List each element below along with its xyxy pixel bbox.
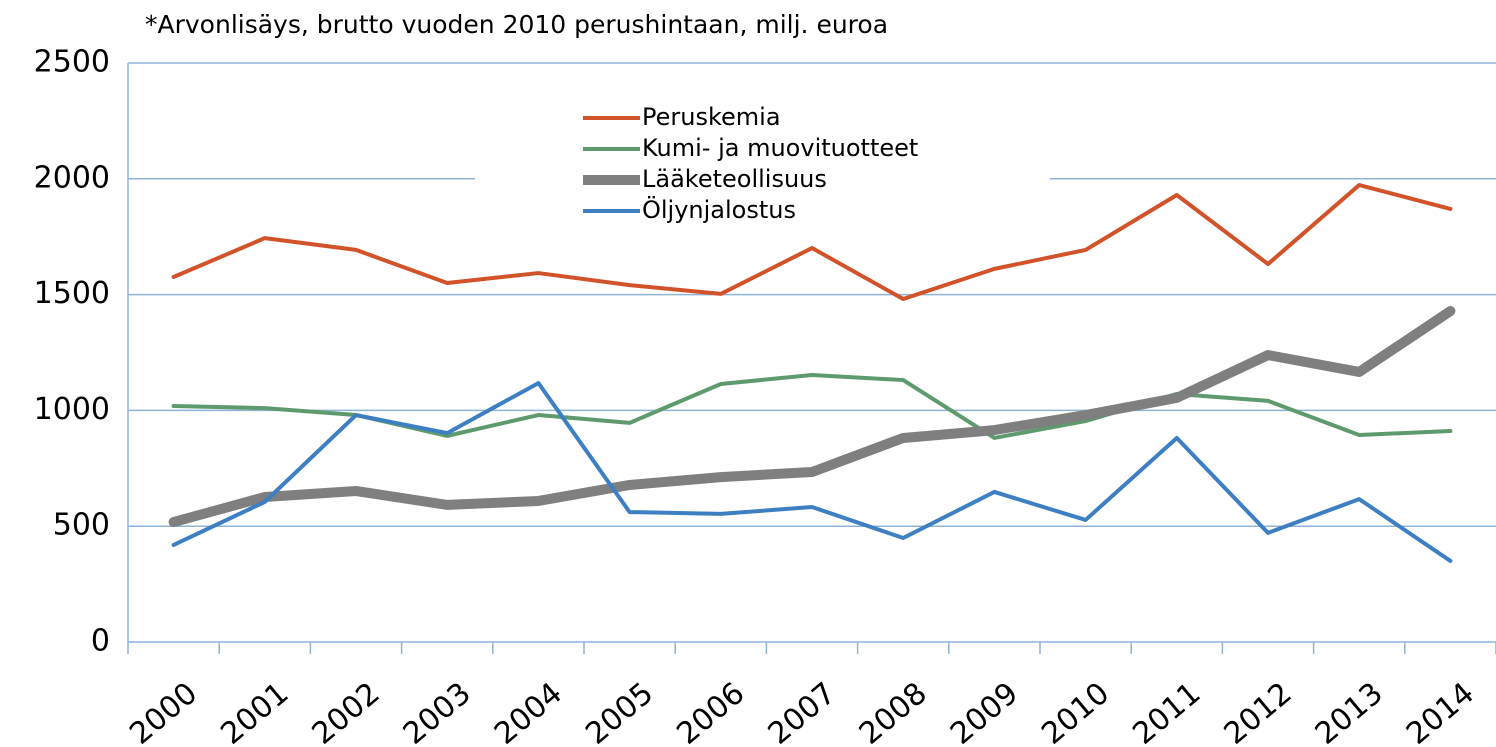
y-tick-label: 1500	[34, 276, 110, 311]
x-tick-label: 2004	[488, 676, 569, 747]
legend-label: Lääketeollisuus	[642, 165, 827, 193]
y-tick-label: 2500	[34, 45, 110, 80]
line-series	[171, 381, 1453, 563]
y-tick-label: 1000	[34, 392, 110, 427]
chart-title: *Arvonlisäys, brutto vuoden 2010 perushi…	[145, 10, 888, 39]
x-tick-label: 2002	[306, 676, 387, 747]
x-tick-label: 2007	[762, 676, 843, 747]
y-tick-label: 0	[91, 624, 110, 659]
legend-label: Kumi- ja muovituotteet	[642, 134, 918, 162]
legend-label: Peruskemia	[642, 103, 781, 131]
x-tick-label: 2006	[670, 676, 751, 747]
x-tick-label: 2005	[579, 676, 660, 747]
x-tick-label: 2000	[123, 676, 204, 747]
x-tick-label: 2012	[1218, 676, 1299, 747]
x-tick-label: 2001	[214, 676, 295, 747]
y-tick-label: 500	[53, 508, 110, 543]
x-tick-label: 2008	[853, 676, 934, 747]
legend-box	[475, 100, 1050, 228]
y-tick-label: 2000	[34, 160, 110, 195]
x-tick-label: 2009	[944, 676, 1025, 747]
x-tick-label: 2011	[1126, 676, 1207, 747]
line-series	[171, 183, 1453, 301]
x-tick-label: 2013	[1309, 676, 1390, 747]
x-tick-label: 2014	[1400, 676, 1481, 747]
x-tick-label: 2010	[1035, 676, 1116, 747]
legend-label: Öljynjalostus	[642, 195, 796, 224]
line-series	[168, 306, 1456, 528]
x-tick-label: 2003	[397, 676, 478, 747]
line-series	[171, 372, 1453, 440]
